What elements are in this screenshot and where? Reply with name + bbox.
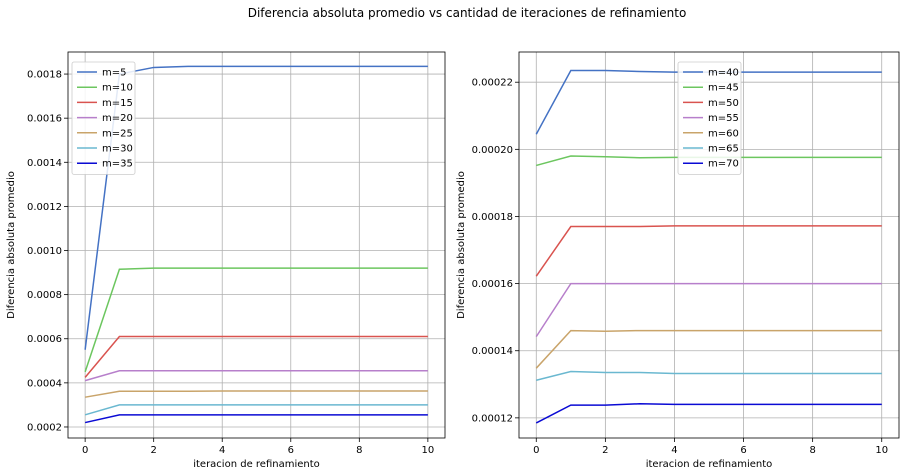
y-tick-label: 0.0002 — [27, 422, 62, 433]
figure-title: Diferencia absoluta promedio vs cantidad… — [248, 6, 687, 20]
series-line-m=70 — [535, 403, 882, 424]
legend-box — [677, 61, 742, 175]
y-axis-label: Diferencia absoluta promedio — [6, 171, 17, 319]
series-line-m=30 — [84, 404, 428, 416]
legend-entry-m=25: m=25 — [102, 128, 133, 139]
series-line-m=10 — [84, 267, 428, 373]
legend: m=40 m=45 m=50 m=55 m=60 m=65 m=70 — [677, 61, 742, 175]
legend-entry-m=30: m=30 — [102, 144, 133, 155]
series-line-m=55 — [535, 282, 882, 338]
x-tick-label: 4 — [671, 445, 677, 456]
legend-entry-m=10: m=10 — [102, 83, 133, 94]
y-tick-label: 0.0016 — [27, 114, 62, 125]
legend-entry-m=70: m=70 — [708, 159, 739, 170]
x-tick-label: 0 — [82, 445, 88, 456]
y-tick-label: 0.0018 — [27, 70, 62, 81]
x-tick-label: 2 — [150, 445, 156, 456]
legend-entry-m=50: m=50 — [708, 98, 739, 109]
left-chart: 0 2 4 6 8 10 0.0002 0.0004 0.0006 0.0008 0.0010 0.0… — [6, 51, 446, 470]
y-tick-label: 0.00016 — [472, 279, 513, 290]
x-tick-label: 6 — [740, 445, 746, 456]
y-tick-label: 0.0008 — [27, 290, 62, 301]
x-axis-label: iteracion de refinamiento — [193, 459, 320, 470]
y-tick-label: 0.0012 — [27, 202, 62, 213]
x-tick-label: 6 — [288, 445, 294, 456]
series-line-m=25 — [85, 390, 428, 398]
plot-frame — [518, 51, 900, 439]
plot-frame — [67, 51, 446, 439]
series-line-m=20 — [84, 369, 428, 382]
x-tick-label: 8 — [356, 445, 362, 456]
series-line-m=15 — [84, 335, 428, 378]
y-tick-label: 0.0006 — [27, 334, 62, 345]
y-tick-label: 0.00014 — [472, 346, 513, 357]
series-line-m=60 — [535, 329, 882, 369]
legend-entry-m=65: m=65 — [708, 144, 739, 155]
legend-entry-m=15: m=15 — [102, 98, 133, 109]
y-tick-label: 0.00020 — [472, 145, 513, 156]
series-line-m=65 — [536, 370, 882, 381]
y-tick-label: 0.0004 — [27, 378, 62, 389]
legend-entry-m=20: m=20 — [102, 113, 133, 124]
y-tick-label: 0.00012 — [472, 413, 513, 424]
legend-entry-m=55: m=55 — [708, 113, 739, 124]
y-tick-label: 0.0014 — [27, 158, 62, 169]
y-tick-label: 0.00018 — [472, 212, 513, 223]
y-axis-label: Diferencia absoluta promedio — [456, 171, 467, 319]
legend-entry-m=5: m=5 — [102, 68, 126, 79]
x-tick-label: 10 — [875, 445, 888, 456]
x-tick-label: 0 — [533, 445, 539, 456]
legend-entry-m=60: m=60 — [708, 128, 739, 139]
series-line-m=5 — [84, 65, 428, 350]
legend-entry-m=45: m=45 — [708, 83, 739, 94]
legend-box — [71, 61, 136, 175]
y-tick-label: 0.0010 — [27, 246, 62, 257]
x-tick-label: 2 — [602, 445, 608, 456]
x-tick-label: 8 — [809, 445, 815, 456]
y-tick-label: 0.00022 — [472, 78, 513, 89]
x-tick-label: 10 — [421, 445, 434, 456]
x-tick-label: 4 — [219, 445, 225, 456]
legend-entry-m=40: m=40 — [708, 68, 739, 79]
legend: m=5 m=10 m=15 m=20 m=25 m=30 m=35 — [71, 61, 136, 175]
series-line-m=35 — [84, 414, 428, 424]
x-axis-label: iteracion de refinamiento — [646, 459, 773, 470]
right-chart: 0 2 4 6 8 10 0.00012 0.00014 0.00016 0.00018 0.000… — [456, 51, 900, 470]
series-line-m=50 — [535, 225, 882, 277]
legend-entry-m=35: m=35 — [102, 159, 133, 170]
